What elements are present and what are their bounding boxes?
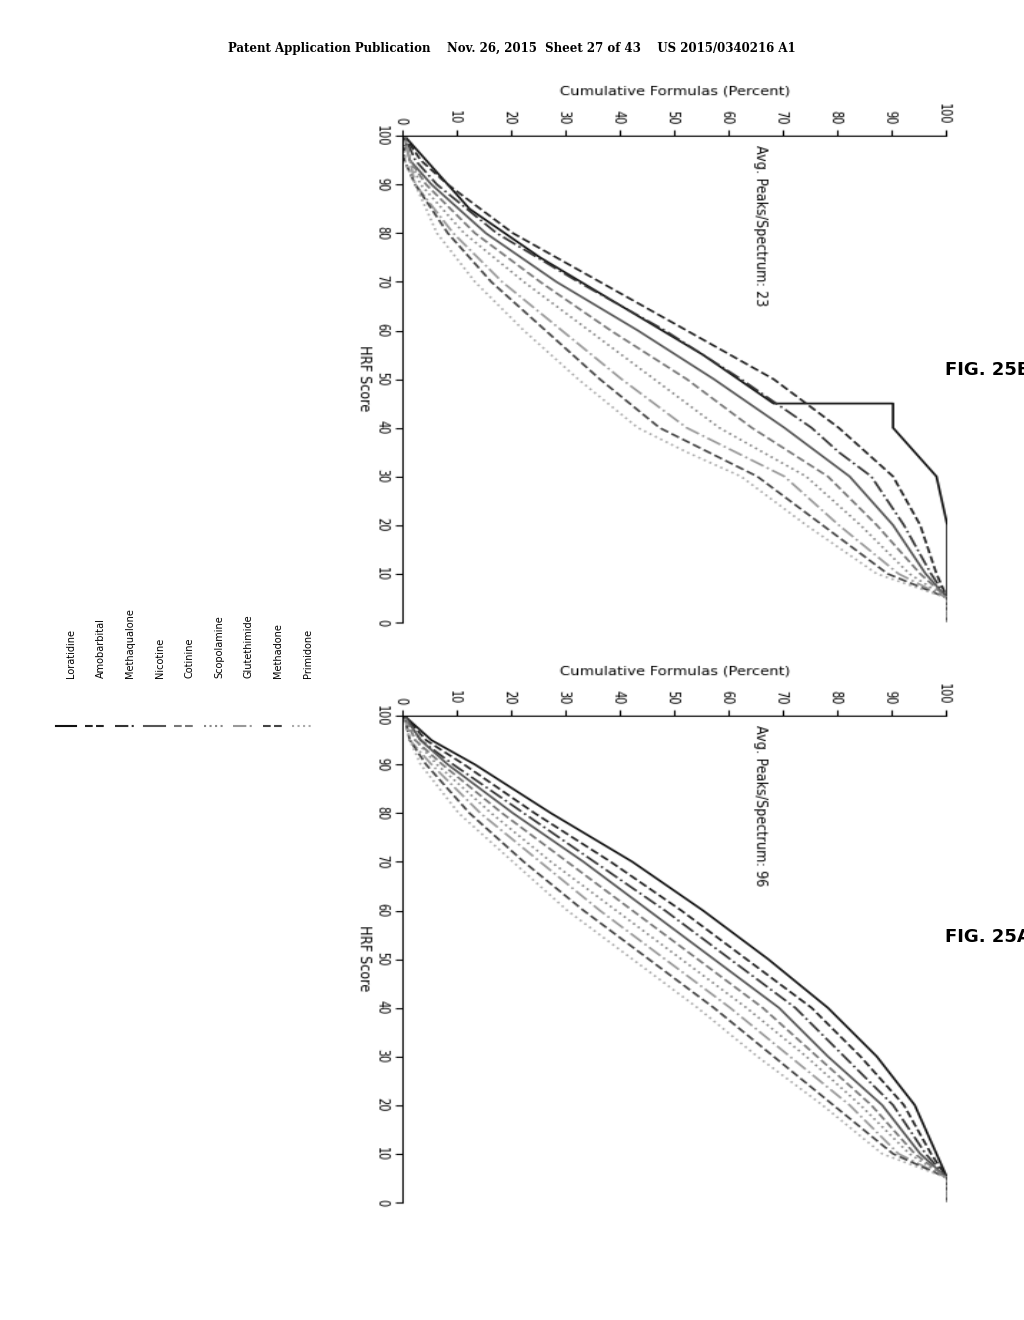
Text: Glutethimide: Glutethimide [244,614,254,678]
Text: FIG. 25B: FIG. 25B [945,360,1024,379]
Text: Scopolamine: Scopolamine [214,615,224,678]
Text: FIG. 25A: FIG. 25A [945,928,1024,946]
Text: Primidone: Primidone [303,628,312,678]
Text: Loratidine: Loratidine [66,628,76,678]
Text: Cotinine: Cotinine [184,638,195,678]
Text: Methaqualone: Methaqualone [125,609,135,678]
Text: Methadone: Methadone [273,623,283,678]
Text: Nicotine: Nicotine [155,638,165,678]
Text: Patent Application Publication    Nov. 26, 2015  Sheet 27 of 43    US 2015/03402: Patent Application Publication Nov. 26, … [228,42,796,55]
Text: Amobarbital: Amobarbital [95,618,105,678]
